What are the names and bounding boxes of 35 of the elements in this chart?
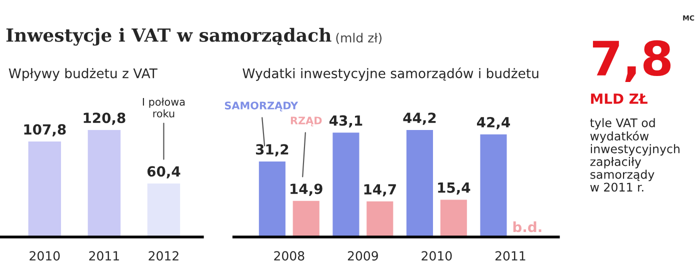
text: SAMORZĄDY <box>224 102 298 112</box>
text: RZĄD <box>290 116 322 126</box>
annotation: b.d. <box>513 221 542 232</box>
data-label: 14,7 <box>364 184 396 196</box>
x-tick-label: 2010 <box>30 251 60 261</box>
bar <box>332 132 360 238</box>
data-label: 60,4 <box>147 166 180 178</box>
bar <box>366 201 394 238</box>
x-axis-title: Wpływy budżetu z VAT <box>8 68 158 81</box>
text: tyle VAT od wydatków inwestycyjnych zapłaciły samorządy w 2011 r. <box>590 118 680 192</box>
data-label: 31,2 <box>256 144 288 156</box>
x-tick-label: 2010 <box>422 251 452 261</box>
text: (mld zł) <box>336 32 382 44</box>
x-tick-label: 2011 <box>495 251 526 261</box>
text: MLD ZŁ <box>591 94 648 104</box>
bar <box>258 161 286 238</box>
bar <box>480 134 507 238</box>
data-label: 42,4 <box>476 116 510 130</box>
bar <box>440 200 467 238</box>
data-label: 15,4 <box>438 182 470 195</box>
data-label: 120,8 <box>84 112 126 125</box>
x-tick-label: 2012 <box>148 251 178 261</box>
data-label: 14,9 <box>290 184 322 196</box>
x-tick-label: 2008 <box>274 251 304 261</box>
data-label: 44,2 <box>403 112 436 125</box>
bar <box>406 130 433 238</box>
data-label: 107,8 <box>24 124 66 136</box>
text: I połowa roku <box>142 98 185 118</box>
x-tick-label: 2009 <box>348 251 378 261</box>
data-label: 43,1 <box>329 115 362 128</box>
text: 7,8 <box>592 40 671 82</box>
bar <box>292 200 320 238</box>
x-axis-title: Wydatki inwestycyjne samorządów i budżetu <box>242 68 538 81</box>
text: Inwestycje i VAT w samorządach <box>6 28 332 46</box>
x-tick-label: 2011 <box>89 251 119 261</box>
